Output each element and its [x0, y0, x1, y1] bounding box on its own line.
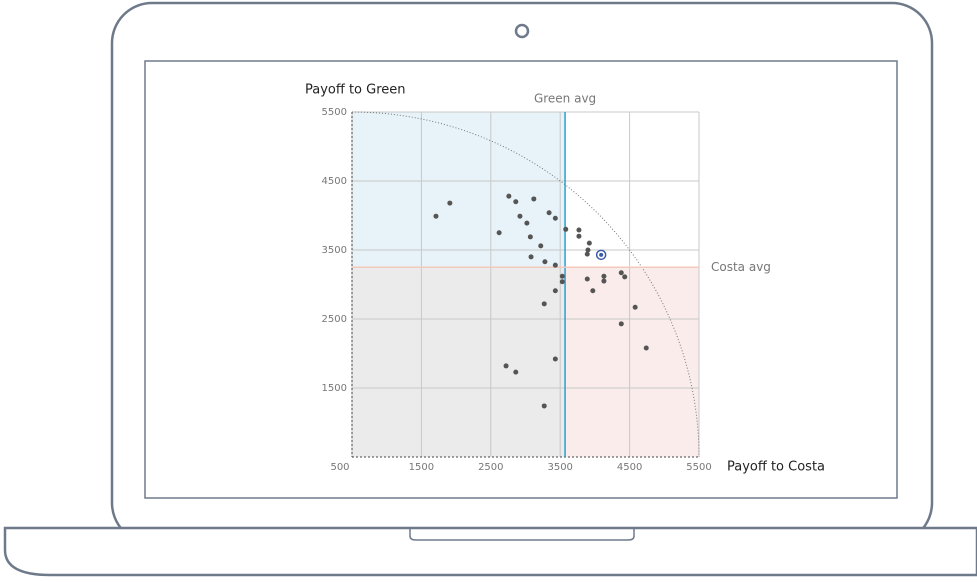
point — [618, 270, 624, 276]
point — [559, 279, 565, 285]
point — [584, 251, 590, 257]
frontier-arc — [351, 111, 700, 458]
point — [527, 234, 533, 240]
x-tick-label: 2500 — [478, 462, 503, 473]
point — [584, 276, 590, 282]
point — [552, 262, 558, 268]
point — [601, 273, 607, 279]
y-axis-label: Payoff to Green — [305, 83, 406, 98]
region — [352, 267, 566, 457]
highlight-dot — [599, 252, 604, 257]
y-tick-label: 2500 — [322, 314, 347, 325]
point — [552, 356, 558, 362]
point — [552, 288, 558, 294]
x-tick-label: 1500 — [409, 462, 434, 473]
x-axis-label: Payoff to Costa — [727, 460, 825, 475]
camera — [514, 23, 530, 39]
point — [618, 321, 624, 327]
region — [565, 112, 699, 268]
point — [538, 243, 544, 249]
y-tick-label: 5500 — [322, 107, 347, 118]
y-tick-label: 1500 — [322, 383, 347, 394]
point — [590, 288, 596, 294]
point — [541, 301, 547, 307]
laptop-base — [3, 526, 977, 577]
point — [563, 226, 569, 232]
point — [496, 230, 502, 236]
point — [433, 213, 439, 219]
x-tick-label: 4500 — [617, 462, 642, 473]
point — [586, 240, 592, 246]
y-tick-label: 4500 — [322, 176, 347, 187]
point — [632, 304, 638, 310]
point — [552, 215, 558, 221]
reference-label: Costa avg — [711, 260, 771, 274]
point — [513, 199, 519, 205]
x-tick-label: 5500 — [686, 462, 711, 473]
x-tick-label: 3500 — [547, 462, 572, 473]
point — [506, 193, 512, 199]
point — [576, 227, 582, 233]
point — [601, 278, 607, 284]
point — [559, 273, 565, 279]
region — [352, 112, 566, 268]
point — [546, 210, 552, 216]
point — [541, 403, 547, 409]
point — [524, 220, 530, 226]
region — [565, 267, 699, 457]
point — [513, 369, 519, 375]
point — [517, 213, 523, 219]
x-tick-label: 500 — [330, 462, 349, 473]
point — [503, 363, 509, 369]
point — [531, 196, 537, 202]
reference-label: Green avg — [534, 92, 596, 106]
point — [576, 233, 582, 239]
point — [528, 254, 534, 260]
trackpad-notch — [409, 528, 635, 541]
point — [585, 247, 591, 253]
point — [447, 200, 453, 206]
point — [622, 274, 628, 280]
point — [542, 259, 548, 265]
y-tick-label: 3500 — [322, 245, 347, 256]
point — [643, 345, 649, 351]
